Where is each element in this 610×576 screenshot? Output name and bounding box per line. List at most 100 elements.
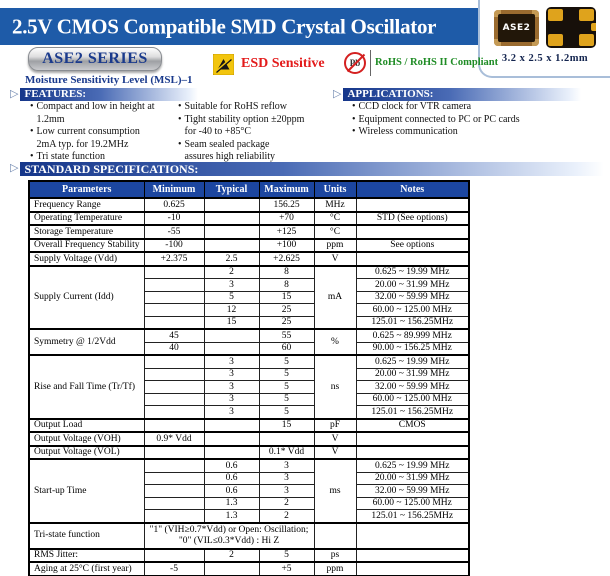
spec-value-cell [143,392,205,406]
spec-value-cell: 60 [258,341,315,356]
spec-value-cell [143,367,205,381]
spec-value-cell: 0.6 [203,458,260,473]
spec-param-cell: Overall Frequency Stability [28,237,145,253]
spec-value-cell [203,210,260,226]
package-image-box: ASE2 3.2 x 2.5 x 1.2mm [478,0,610,78]
spec-value-cell [203,328,260,343]
spec-value-cell [355,431,470,446]
features-heading: FEATURES: [20,88,199,101]
spec-value-cell: 5 [258,367,315,381]
spec-param-cell: Symmetry @ 1/2Vdd [28,328,145,356]
spec-value-cell [143,547,205,563]
chip-label: ASE2 [502,22,531,33]
spec-row: Output Voltage (VOH) 0.9* Vdd V [28,431,470,446]
bullet-item: • Compact and low in height at 1.2mm [30,101,178,126]
solder-pad [579,34,594,46]
spec-row: Supply Current (Idd) 2 8 mA 0.625 ~ 19.99 MH… [28,264,470,330]
spec-row: Symmetry @ 1/2Vdd 45 55% 0.625 ~ 89.999 MHz [28,328,470,356]
package-photo-bottom-view [546,7,596,48]
chip-body: ASE2 [498,13,535,42]
spec-row: Operating Temperature -10 +70 °C STD (See op… [28,210,470,226]
spec-value-cell: +100 [258,237,315,253]
spec-value-cell [143,405,205,419]
solder-pad [579,9,594,21]
spec-value-cell: 2.5 [203,251,260,266]
spec-value-cell: % [313,328,357,356]
applications-heading: APPLICATIONS: [343,88,582,101]
spec-param-cell: Tri-state function [28,521,145,549]
spec-value-cell [355,547,470,563]
spec-value-cell [355,561,470,576]
spec-value-cell: °C [313,210,357,226]
package-photos: ASE2 [494,7,596,48]
spec-value-cell: 3 [258,458,315,473]
spec-row: Aging at 25°C (first year) -5 +5 ppm [28,561,470,576]
corner-pad [532,38,539,46]
spec-value-cell: 5 [203,290,260,304]
series-badge: ASE2 SERIES [28,47,162,71]
spec-value-cell: 15 [203,315,260,330]
features-section-header: ▷ FEATURES: [10,88,199,101]
section-arrow-icon: ▷ [10,88,19,100]
corner-pad [532,9,539,17]
spec-value-cell: V [313,444,357,460]
spec-value-cell [203,341,260,356]
bullet-text: Compact and low in height at 1.2mm [36,101,155,125]
spec-value-cell: 15 [258,290,315,304]
spec-value-cell: 2 [258,509,315,523]
solder-pad [548,9,563,21]
bullet-item: • Equipment connected to PC or PC cards [352,114,562,127]
spec-value-cell: -100 [143,237,205,253]
spec-col-header: Units [313,180,357,199]
spec-col-header: Maximum [258,180,315,199]
bullet-text: Seam sealed package assures high reliabi… [184,138,276,163]
spec-value-cell: 125.01 ~ 156.25MHz [355,315,470,330]
spec-value-cell: +2.625 [258,251,315,266]
spec-value-cell [143,278,205,292]
bullet-icon: • [352,126,356,137]
spec-value-cell: 25 [258,303,315,317]
spec-header-row: Parameters Minimum Typical Maximum Units Note… [28,180,470,199]
spec-value-cell [143,484,205,498]
spec-value-cell [143,303,205,317]
spec-param-cell: Start-up Time [28,458,145,523]
spec-value-cell: 3 [258,484,315,498]
bullet-icon: • [178,113,182,125]
spec-value-cell: See options [355,237,470,253]
esd-sensitive-label: ESD Sensitive [241,56,325,71]
bullet-item: • Low current consumption 2mA typ. for 19… [30,126,178,151]
bullet-item: • Suitable for RoHS reflow [178,101,336,114]
spec-row: Supply Voltage (Vdd) +2.375 2.5 +2.625 V [28,251,470,266]
spec-value-cell: 156.25 [258,197,315,212]
spec-value-cell [203,561,260,576]
series-badge-label: ASE2 SERIES [42,50,148,67]
spec-value-cell [143,380,205,394]
spec-value-cell [203,224,260,239]
spec-value-cell: V [313,251,357,266]
spec-value-cell: 3 [203,405,260,419]
spec-value-cell: 3 [203,380,260,394]
spec-col-header: Notes [355,180,470,199]
bullet-text: Equipment connected to PC or PC cards [358,113,520,125]
spec-value-cell: 0.9* Vdd [143,431,205,446]
spec-value-cell: 32.00 ~ 59.99 MHz [355,484,470,498]
spec-value-cell [143,471,205,485]
spec-value-cell: 32.00 ~ 59.99 MHz [355,380,470,394]
spec-row: 12 25 60.00 ~ 125.00 MHz [29,303,470,317]
spec-table-body: Frequency Range 0.625 156.25 MHz Operating T… [28,197,470,576]
spec-row: 1.3 2 125.01 ~ 156.25MHz [29,509,470,523]
spec-value-cell: -10 [143,210,205,226]
spec-value-cell: 0.1* Vdd [258,444,315,460]
spec-value-cell: mA [313,264,357,330]
spec-row: RMS Jitter: 2 5 ps [28,547,470,563]
spec-value-cell [258,431,315,446]
spec-value-cell [203,417,260,433]
spec-param-cell: Operating Temperature [28,210,145,226]
spec-value-cell: 5 [258,405,315,419]
spec-value-cell: 0.625 ~ 19.99 MHz [355,354,470,369]
spec-row: Overall Frequency Stability -100 +100 ppm Se… [28,237,470,253]
spec-value-cell: 8 [258,278,315,292]
spec-value-cell: "1" (VIH≥0.7*Vdd) or Open: Oscillation; … [143,521,315,549]
spec-value-cell: 3 [203,278,260,292]
